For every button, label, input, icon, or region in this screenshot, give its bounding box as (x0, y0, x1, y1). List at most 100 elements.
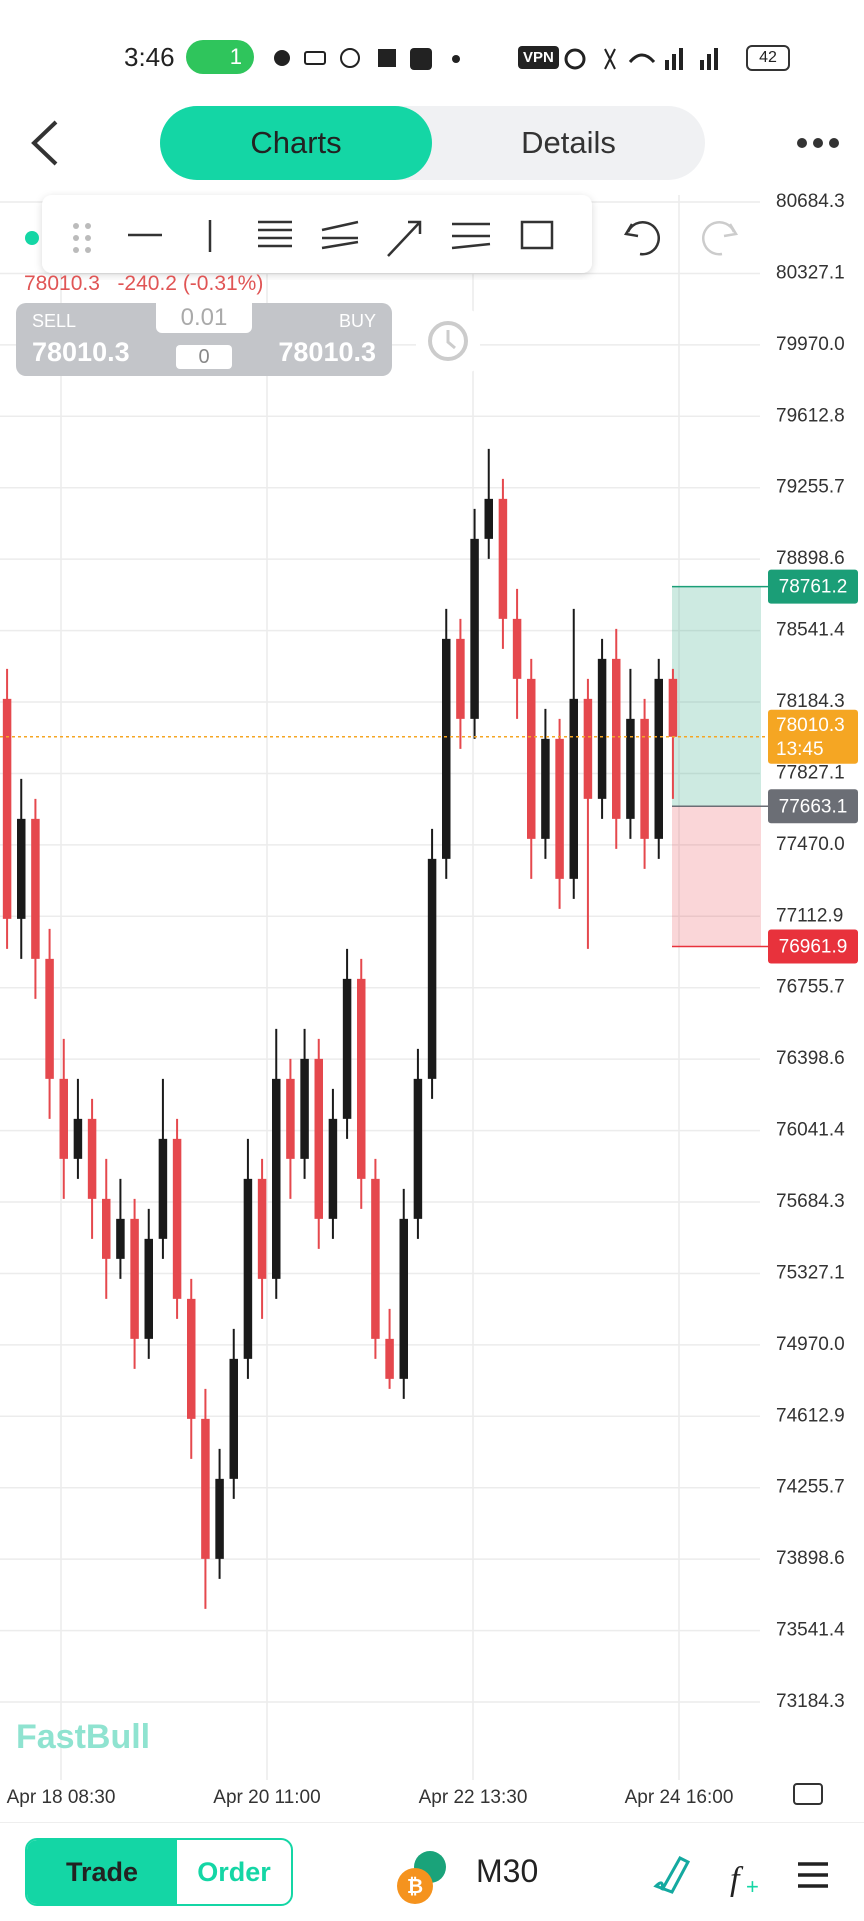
bottom-tools: f + (653, 1856, 828, 1899)
candle-body (45, 958, 54, 1079)
candle-body (597, 658, 607, 799)
candle-body (541, 738, 550, 839)
candle-body (215, 1478, 224, 1559)
spread: 0 (176, 345, 232, 369)
order-button[interactable]: Order (197, 1857, 271, 1887)
stop-loss-zone (672, 806, 761, 947)
y-tick-label: 79612.8 (776, 405, 845, 426)
y-tick-label: 79255.7 (776, 477, 845, 498)
y-tick-label: 77470.0 (776, 834, 845, 855)
level-label-box (768, 569, 858, 604)
level-label: 78761.2 (779, 577, 848, 598)
candle-body (2, 698, 12, 919)
candle-body (201, 1418, 210, 1559)
candle-body (498, 498, 508, 619)
candle-body (144, 1238, 153, 1339)
candle-body (612, 658, 621, 819)
y-tick-label: 73184.3 (776, 1691, 845, 1712)
svg-text:+: + (746, 1874, 759, 1899)
timeframe[interactable]: M30 (476, 1853, 539, 1889)
more-button[interactable] (796, 136, 840, 150)
svg-text:f: f (730, 1861, 744, 1898)
candle-body (102, 1198, 111, 1259)
refresh-button[interactable] (415, 308, 481, 374)
buy-price[interactable]: 78010.3 (278, 337, 376, 367)
candle-body (286, 1078, 295, 1159)
x-tick-label: Apr 24 16:00 (625, 1787, 734, 1808)
y-tick-label: 73541.4 (776, 1620, 845, 1641)
candle-body (413, 1078, 423, 1219)
candle-body (17, 818, 26, 919)
candle-body (512, 618, 522, 679)
y-tick-label: 77827.1 (776, 762, 845, 783)
y-tick-label: 73898.6 (776, 1548, 845, 1569)
tab-charts[interactable]: Charts (160, 106, 432, 180)
candle-body (456, 638, 465, 719)
quote: 78010.3 -240.2 (-0.31%) (24, 272, 263, 296)
hotspot-pill: 1 (186, 40, 254, 74)
x-tick-label: Apr 18 08:30 (7, 1787, 116, 1808)
y-tick-label: 78184.3 (776, 691, 845, 712)
candle-body (527, 678, 536, 839)
current-label-box (768, 709, 858, 764)
candle-body (59, 1078, 68, 1159)
candle-body (569, 698, 578, 879)
candle-body (654, 678, 663, 839)
candle-body (243, 1178, 253, 1359)
quote-price: 78010.3 (24, 272, 100, 295)
current-price-label: 78010.3 (776, 715, 845, 736)
y-tick-label: 80327.1 (776, 262, 845, 283)
trade-button[interactable]: Trade (27, 1840, 177, 1904)
candle-body (371, 1178, 380, 1339)
level-label: 77663.1 (779, 796, 848, 817)
y-tick-label: 74970.0 (776, 1334, 845, 1355)
y-tick-label: 75327.1 (776, 1262, 845, 1283)
clock: 3:46 (124, 42, 175, 72)
y-tick-label: 74612.9 (776, 1405, 845, 1426)
y-tick-label: 75684.3 (776, 1191, 845, 1212)
y-tick-label: 76755.7 (776, 977, 845, 998)
vpn-badge: VPN (518, 46, 559, 69)
y-tick-label: 76041.4 (776, 1120, 845, 1141)
back-button[interactable] (28, 118, 62, 168)
candle-body (442, 638, 451, 859)
candle-body (357, 978, 366, 1179)
candle-body (484, 498, 493, 539)
candle-body (87, 1118, 97, 1199)
lot-input[interactable]: 0.01 (156, 303, 252, 333)
candle-body (314, 1058, 323, 1219)
sell-price[interactable]: 78010.3 (32, 337, 130, 367)
candle-body (640, 718, 649, 839)
x-tick-label: Apr 22 13:30 (419, 1787, 528, 1808)
current-timer: 13:45 (776, 739, 824, 760)
fullscreen-button[interactable] (792, 1782, 824, 1808)
buy-label: BUY (338, 311, 376, 331)
candle-body (73, 1118, 83, 1159)
y-tick-label: 77112.9 (776, 905, 843, 926)
candle-body (328, 1118, 338, 1219)
battery: 42 (746, 45, 790, 71)
level-label-box (768, 929, 858, 964)
status-icons (274, 48, 718, 70)
y-tick-label: 79970.0 (776, 334, 845, 355)
candle-body (272, 1078, 281, 1279)
drawing-toolbar (25, 195, 739, 273)
y-tick-label: 76398.6 (776, 1048, 845, 1069)
candle-body (31, 818, 40, 959)
level-label-box (768, 789, 858, 824)
y-tick-label: 74255.7 (776, 1477, 845, 1498)
candle-body (626, 718, 635, 819)
candle-body (187, 1298, 196, 1419)
candle-body (229, 1358, 238, 1479)
candle-body (300, 1058, 309, 1159)
candle-body (172, 1138, 182, 1299)
symbol-icon[interactable]: ₿ (395, 1850, 451, 1906)
sell-label: SELL (32, 311, 77, 331)
candle-body (342, 978, 352, 1119)
candle-body (158, 1138, 168, 1239)
level-label: 76961.9 (779, 936, 848, 957)
candle-body (427, 858, 437, 1079)
tab-details[interactable]: Details (521, 125, 616, 160)
